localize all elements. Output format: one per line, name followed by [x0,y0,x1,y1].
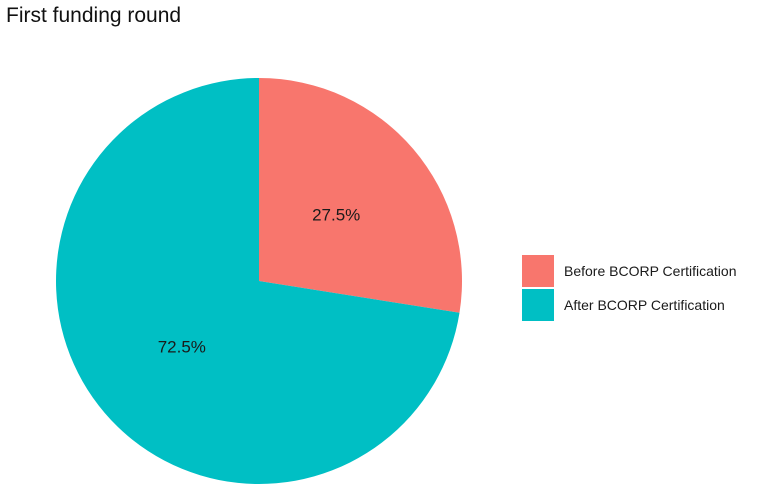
slice-label-after-bcorp-certification: 72.5% [158,337,206,356]
pie-slice-before-bcorp-certification [259,78,462,313]
legend-key-before [522,255,554,287]
legend: Before BCORP Certification After BCORP C… [522,254,736,322]
legend-label-before: Before BCORP Certification [564,263,737,279]
chart-title: First funding round [6,4,182,27]
legend-item-after: After BCORP Certification [522,288,736,322]
legend-label-after: After BCORP Certification [564,297,725,313]
slice-label-before-bcorp-certification: 27.5% [312,206,360,225]
legend-key-after [522,289,554,321]
legend-item-before: Before BCORP Certification [522,254,736,288]
pie-slice-after-bcorp-certification [55,78,460,484]
